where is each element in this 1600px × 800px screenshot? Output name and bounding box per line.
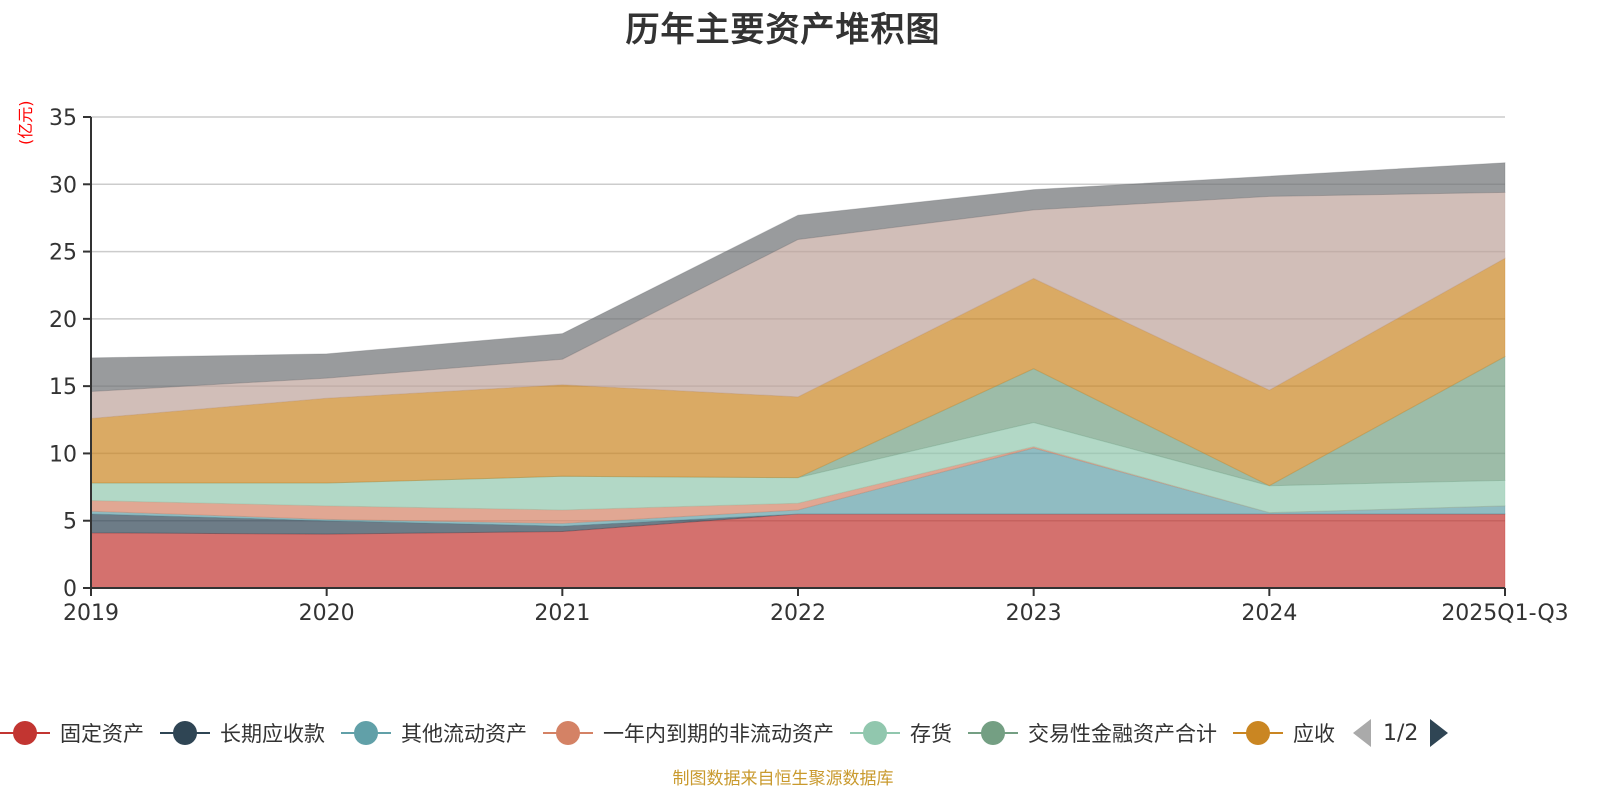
- area-3[interactable]: [90, 447, 1506, 527]
- legend-label: 存货: [910, 722, 952, 746]
- legend-item[interactable]: 长期应收款: [160, 718, 325, 748]
- x-tick-label: 2023: [1006, 601, 1062, 626]
- legend-marker-icon: [968, 720, 1018, 746]
- legend-label: 其他流动资产: [401, 722, 527, 746]
- chart-title: 历年主要资产堆积图: [625, 10, 941, 50]
- area-5[interactable]: [90, 421, 1506, 514]
- area-8[interactable]: [90, 191, 1506, 419]
- y-tick-label: 10: [49, 442, 77, 467]
- legend-prev-page-button[interactable]: [1353, 719, 1371, 747]
- area-7[interactable]: [90, 257, 1506, 487]
- x-tick-label: 2020: [299, 601, 355, 626]
- legend-item[interactable]: 一年内到期的非流动资产: [543, 718, 834, 748]
- legend-label: 固定资产: [60, 722, 144, 746]
- legend: 固定资产 长期应收款 其他流动资产 一年内到期的非流动资产 存货 交易性金融资产合计 应收 …: [0, 716, 1449, 750]
- axes: 0 5 10 15 20 25 30 35 2019 2020 2021 2022 2023 2024 20…: [49, 106, 1569, 626]
- legend-marker-icon: [543, 720, 593, 746]
- y-tick-label: 35: [49, 106, 77, 131]
- legend-label: 应收: [1293, 722, 1335, 746]
- y-tick-label: 0: [63, 577, 77, 602]
- legend-pager: 1/2: [1353, 719, 1449, 747]
- legend-marker-icon: [0, 720, 50, 746]
- legend-label: 长期应收款: [220, 722, 325, 746]
- legend-page-indicator: 1/2: [1383, 720, 1419, 746]
- x-tick-label: 2025Q1-Q3: [1441, 601, 1568, 626]
- y-tick-label: 25: [49, 241, 77, 266]
- y-tick-label: 20: [49, 308, 77, 333]
- legend-item[interactable]: 交易性金融资产合计: [968, 718, 1217, 748]
- legend-marker-icon: [850, 720, 900, 746]
- x-tick-label: 2022: [770, 601, 826, 626]
- legend-item[interactable]: 存货: [850, 718, 952, 748]
- y-tick-label: 5: [63, 510, 77, 535]
- area-9[interactable]: [90, 162, 1506, 393]
- legend-label: 交易性金融资产合计: [1028, 722, 1217, 746]
- legend-item[interactable]: 应收: [1233, 718, 1335, 748]
- legend-marker-icon: [341, 720, 391, 746]
- legend-label: 一年内到期的非流动资产: [603, 722, 834, 746]
- legend-marker-icon: [1233, 720, 1283, 746]
- legend-next-page-button[interactable]: [1430, 719, 1449, 747]
- area-series: [90, 162, 1506, 589]
- x-tick-label: 2019: [63, 601, 119, 626]
- legend-item[interactable]: 其他流动资产: [341, 718, 527, 748]
- y-tick-label: 15: [49, 375, 77, 400]
- x-tick-label: 2024: [1241, 601, 1297, 626]
- legend-marker-icon: [160, 720, 210, 746]
- x-tick-label: 2021: [534, 601, 590, 626]
- data-source-note: 制图数据来自恒生聚源数据库: [672, 769, 894, 789]
- y-tick-label: 30: [49, 173, 77, 198]
- legend-item[interactable]: 固定资产: [0, 718, 144, 748]
- area-6[interactable]: [91, 355, 1506, 487]
